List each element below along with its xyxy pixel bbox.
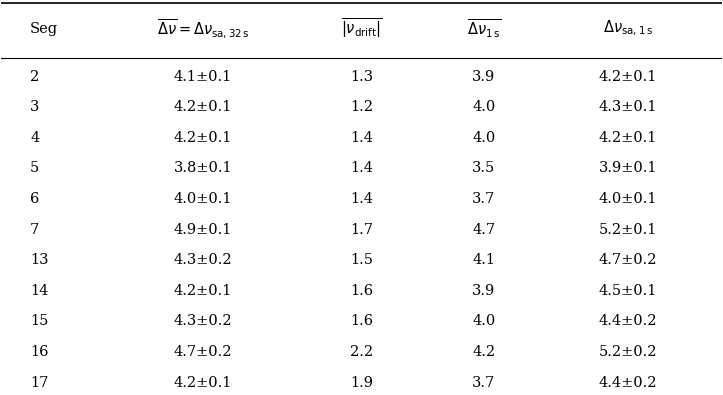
Text: 4.2±0.1: 4.2±0.1 (174, 376, 232, 389)
Text: 4.3±0.1: 4.3±0.1 (599, 100, 657, 114)
Text: 4.2±0.1: 4.2±0.1 (174, 100, 232, 114)
Text: 4.0: 4.0 (472, 314, 495, 328)
Text: 1.9: 1.9 (350, 376, 373, 389)
Text: 4.1±0.1: 4.1±0.1 (174, 70, 232, 84)
Text: 4.5±0.1: 4.5±0.1 (599, 284, 657, 298)
Text: 4.2±0.1: 4.2±0.1 (174, 284, 232, 298)
Text: 1.4: 1.4 (350, 192, 373, 206)
Text: 3.9±0.1: 3.9±0.1 (599, 162, 657, 175)
Text: 4.3±0.2: 4.3±0.2 (174, 253, 232, 267)
Text: 2.2: 2.2 (350, 345, 373, 359)
Text: 1.3: 1.3 (350, 70, 373, 84)
Text: $\overline{\Delta\nu_{\rm 1\,s}}$: $\overline{\Delta\nu_{\rm 1\,s}}$ (467, 17, 501, 40)
Text: 4.0: 4.0 (472, 100, 495, 114)
Text: Seg: Seg (30, 22, 59, 36)
Text: 3.5: 3.5 (472, 162, 495, 175)
Text: 3: 3 (30, 100, 40, 114)
Text: 4.7: 4.7 (472, 223, 495, 237)
Text: 1.6: 1.6 (350, 284, 373, 298)
Text: 4.0: 4.0 (472, 131, 495, 145)
Text: 5.2±0.1: 5.2±0.1 (599, 223, 657, 237)
Text: 5.2±0.2: 5.2±0.2 (599, 345, 657, 359)
Text: $\Delta\nu_{\rm sa,1\,s}$: $\Delta\nu_{\rm sa,1\,s}$ (603, 19, 653, 38)
Text: 1.4: 1.4 (350, 131, 373, 145)
Text: 4.9±0.1: 4.9±0.1 (174, 223, 232, 237)
Text: 4.0±0.1: 4.0±0.1 (174, 192, 232, 206)
Text: 4.7±0.2: 4.7±0.2 (599, 253, 657, 267)
Text: 3.8±0.1: 3.8±0.1 (174, 162, 232, 175)
Text: 1.7: 1.7 (350, 223, 373, 237)
Text: 1.2: 1.2 (350, 100, 373, 114)
Text: $\overline{|\nu_{\rm drift}|}$: $\overline{|\nu_{\rm drift}|}$ (341, 17, 382, 41)
Text: 3.7: 3.7 (472, 376, 495, 389)
Text: 1.6: 1.6 (350, 314, 373, 328)
Text: 4.2±0.1: 4.2±0.1 (599, 70, 657, 84)
Text: 3.7: 3.7 (472, 192, 495, 206)
Text: 3.9: 3.9 (472, 70, 495, 84)
Text: 5: 5 (30, 162, 40, 175)
Text: 4.4±0.2: 4.4±0.2 (599, 314, 657, 328)
Text: 4.3±0.2: 4.3±0.2 (174, 314, 232, 328)
Text: 4.2±0.1: 4.2±0.1 (599, 131, 657, 145)
Text: 2: 2 (30, 70, 40, 84)
Text: 7: 7 (30, 223, 40, 237)
Text: 4.0±0.1: 4.0±0.1 (599, 192, 657, 206)
Text: $\overline{\Delta\nu} = \Delta\nu_{\rm sa,32\,s}$: $\overline{\Delta\nu} = \Delta\nu_{\rm s… (157, 17, 249, 40)
Text: 1.4: 1.4 (350, 162, 373, 175)
Text: 4.7±0.2: 4.7±0.2 (174, 345, 232, 359)
Text: 4.4±0.2: 4.4±0.2 (599, 376, 657, 389)
Text: 4.2: 4.2 (472, 345, 495, 359)
Text: 15: 15 (30, 314, 48, 328)
Text: 6: 6 (30, 192, 40, 206)
Text: 3.9: 3.9 (472, 284, 495, 298)
Text: 14: 14 (30, 284, 48, 298)
Text: 1.5: 1.5 (350, 253, 373, 267)
Text: 4.2±0.1: 4.2±0.1 (174, 131, 232, 145)
Text: 16: 16 (30, 345, 48, 359)
Text: 4: 4 (30, 131, 40, 145)
Text: 13: 13 (30, 253, 48, 267)
Text: 4.1: 4.1 (472, 253, 495, 267)
Text: 17: 17 (30, 376, 48, 389)
